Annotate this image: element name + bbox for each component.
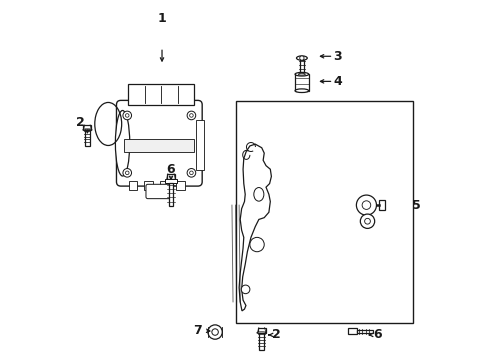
Ellipse shape	[298, 73, 305, 75]
Text: 2: 2	[272, 328, 281, 341]
Circle shape	[211, 329, 218, 335]
Bar	[124, 139, 194, 153]
Circle shape	[125, 114, 129, 117]
Bar	[257, 328, 265, 333]
Bar	[128, 181, 137, 190]
Circle shape	[241, 285, 249, 294]
Circle shape	[189, 171, 193, 175]
Text: 6: 6	[166, 163, 175, 176]
Circle shape	[299, 56, 304, 60]
FancyBboxPatch shape	[146, 184, 172, 199]
Circle shape	[356, 195, 376, 215]
Ellipse shape	[82, 129, 92, 131]
Text: 6: 6	[372, 328, 381, 341]
Circle shape	[187, 168, 195, 177]
Circle shape	[125, 171, 129, 175]
Polygon shape	[239, 144, 271, 311]
Ellipse shape	[294, 89, 308, 93]
Text: 5: 5	[411, 199, 419, 212]
Bar	[83, 125, 91, 130]
Ellipse shape	[294, 72, 308, 76]
Bar	[164, 179, 177, 183]
Text: 1: 1	[157, 12, 166, 25]
Bar	[235, 101, 412, 323]
Bar	[166, 174, 175, 179]
Circle shape	[122, 111, 131, 120]
Ellipse shape	[296, 56, 306, 60]
Bar	[259, 333, 264, 350]
Circle shape	[364, 219, 369, 224]
Bar	[294, 74, 308, 91]
Bar	[348, 328, 356, 334]
Bar	[356, 330, 372, 333]
Circle shape	[362, 201, 370, 210]
Ellipse shape	[253, 188, 264, 201]
Text: 4: 4	[333, 75, 342, 88]
Bar	[168, 183, 173, 206]
Text: 7: 7	[193, 324, 202, 337]
FancyBboxPatch shape	[116, 100, 202, 186]
Circle shape	[187, 111, 195, 120]
Circle shape	[249, 237, 264, 252]
Bar	[85, 130, 89, 146]
Circle shape	[207, 325, 222, 339]
Text: 3: 3	[333, 50, 341, 63]
Ellipse shape	[115, 111, 129, 176]
Text: 2: 2	[76, 116, 84, 129]
Circle shape	[122, 168, 131, 177]
Bar	[160, 181, 168, 190]
Circle shape	[360, 214, 374, 228]
Bar	[378, 200, 385, 211]
Bar	[128, 84, 194, 105]
Bar	[176, 181, 184, 190]
Ellipse shape	[256, 332, 266, 334]
Bar	[196, 120, 203, 170]
Circle shape	[189, 114, 193, 117]
Bar	[144, 181, 153, 190]
Bar	[299, 60, 304, 73]
